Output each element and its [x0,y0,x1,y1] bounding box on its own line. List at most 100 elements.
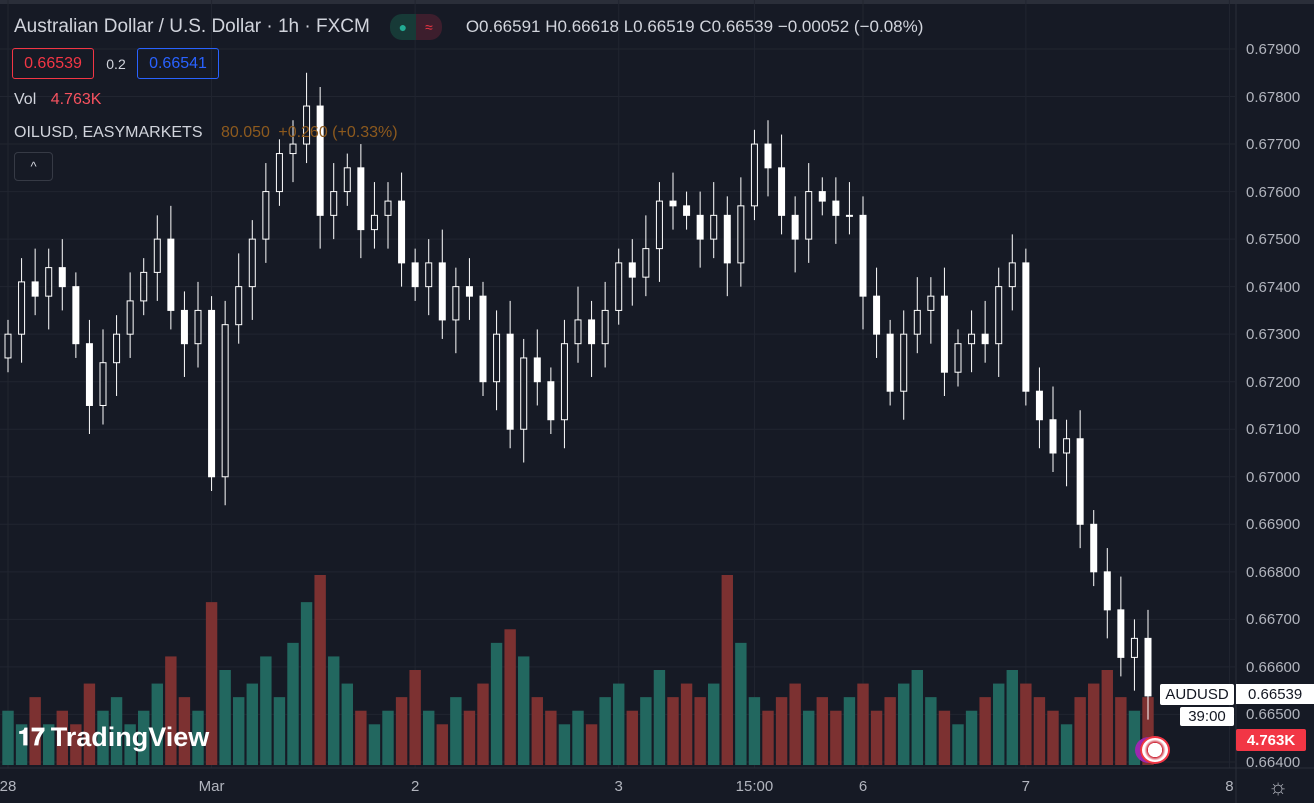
candle-body [316,105,324,216]
volume-bar [1128,710,1141,765]
volume-bar [1101,670,1113,765]
compare-value: 80.050 [220,124,270,141]
low-value: L0.66519 [623,17,695,36]
bar-countdown: 39:00 [1180,707,1234,726]
price-tick-label: 0.67900 [1246,41,1301,58]
volume-price-tag: 4.763K [1236,729,1306,751]
volume-bar [911,670,923,765]
brand-name: TradingView [50,722,210,752]
tv-logo-icon: 𝟏𝟕 [18,723,45,751]
tradingview-logo[interactable]: 𝟏𝟕 TradingView [18,722,209,753]
candle-body [683,205,691,216]
candle-body [1076,438,1084,525]
candle-body [642,248,650,278]
volume-bar [138,710,150,765]
volume-bar [1033,697,1046,765]
candle-body [818,191,826,202]
volume-bar [789,683,801,765]
candle-body [153,238,161,273]
volume-bar [341,683,353,765]
volume-bar [762,710,774,765]
volume-bar [694,697,706,765]
volume-bar [124,724,136,765]
volume-bar [314,575,326,765]
candle-body [655,200,663,250]
symbol-title[interactable]: Australian Dollar / U.S. Dollar · 1h · F… [14,16,370,37]
volume-bar [97,710,109,765]
candle-body [1103,571,1111,611]
volume-bar [545,710,557,765]
candle-body [832,200,840,216]
sell-button[interactable]: 0.66539 [12,48,94,79]
candle-body [235,286,243,326]
candle-body [113,333,121,364]
candle-body [913,309,921,335]
high-value: H0.66618 [545,17,619,36]
time-tick-label: 2 [410,778,420,795]
candle-body [452,286,460,321]
volume-bar [287,642,299,765]
candle-body [723,214,731,264]
compare-symbol[interactable]: OILUSD, EASYMARKETS [14,124,203,141]
compare-legend: OILUSD, EASYMARKETS 80.050 +0.260 (+0.33… [14,124,398,142]
candle-body [778,167,786,216]
candle-body [262,191,270,240]
time-tick-label: 28 [0,778,17,795]
price-tick-label: 0.66400 [1246,753,1301,771]
candle-body [1063,438,1071,454]
volume-bar [178,697,191,765]
chevron-up-icon: ^ [30,159,37,174]
candle-body [845,214,853,217]
volume-bar [653,670,666,765]
candle-body [289,143,297,155]
candle-body [357,167,365,231]
data-delay-icon: ≈ [415,14,442,40]
volume-bar [273,697,286,765]
price-tick-label: 0.66900 [1246,516,1301,534]
candle-body [615,262,623,311]
candle-body [1130,637,1138,658]
candle-body [18,281,26,335]
us-flag-event-icon[interactable] [1140,736,1170,764]
price-tick-label: 0.67200 [1246,373,1301,391]
settings-gear-icon[interactable]: ☼ [1268,774,1289,799]
volume-bar [938,710,951,765]
volume-bar [708,683,720,765]
price-tick-label: 0.67700 [1246,136,1301,154]
candle-body [669,200,677,207]
collapse-legend-button[interactable]: ^ [14,152,53,181]
time-tick-label: Mar [198,778,225,795]
price-tick-label: 0.67000 [1246,468,1301,486]
candle-body [58,267,66,288]
candle-body [995,286,1003,345]
buy-button[interactable]: 0.66541 [137,48,219,79]
volume-bar [260,656,272,765]
volume-bar [775,697,788,765]
candle-body [465,286,473,297]
volume-bar [1047,710,1059,765]
volume-bar [233,697,245,765]
volume-bar [151,683,163,765]
volume-bar [246,683,258,765]
volume-bar [382,710,394,765]
candle-body [547,381,555,421]
time-tick-label: 8 [1225,778,1234,795]
candle-body [330,191,338,216]
candle-body [438,262,446,321]
volume-bar [830,710,842,765]
candle-body [886,333,894,392]
candle-body [696,214,704,240]
market-status-pill[interactable]: ● ≈ [389,14,442,40]
time-tick-label: 6 [858,778,868,795]
last-price: 0.66539 [1248,685,1303,703]
price-tick-label: 0.67500 [1246,231,1301,249]
volume-bar [368,724,381,765]
volume-bar [463,710,476,765]
volume-bar [219,670,231,765]
symbol-legend: Australian Dollar / U.S. Dollar · 1h · F… [14,14,923,40]
candle-body [927,295,935,311]
volume-bar [599,697,611,765]
volume-bar [1074,697,1086,765]
volume-bar [43,724,55,765]
